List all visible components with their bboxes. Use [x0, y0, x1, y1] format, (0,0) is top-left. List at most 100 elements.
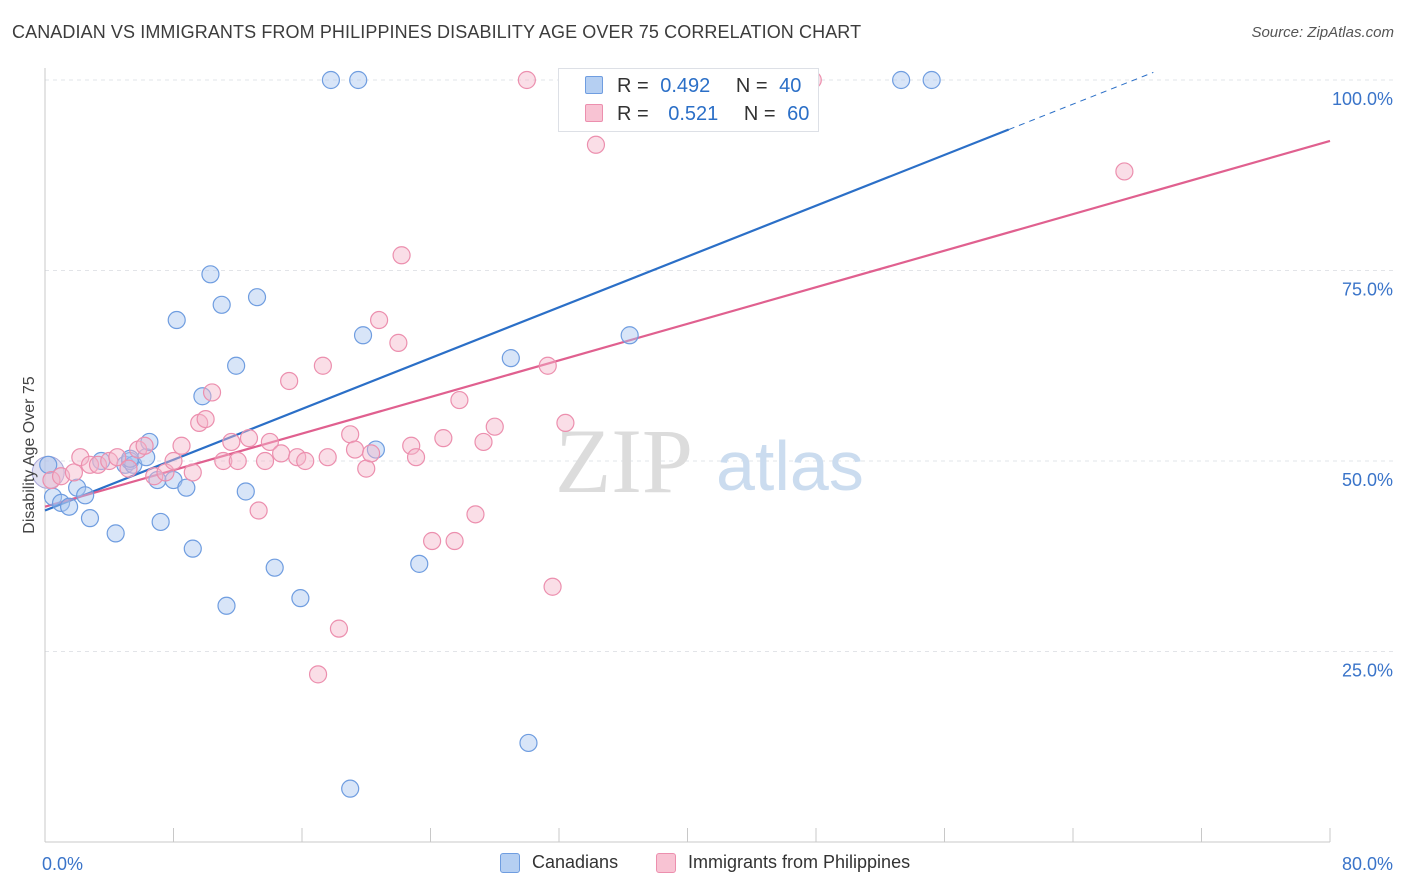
legend-n-label: N = [735, 74, 768, 97]
point-philippines [543, 577, 562, 596]
point-canadians [501, 349, 520, 368]
point-philippines [538, 356, 557, 375]
point-philippines [249, 501, 268, 520]
bottom-legend-label-philippines: Immigrants from Philippines [688, 852, 911, 872]
x-tick-label: 0.0% [42, 854, 83, 874]
point-philippines [466, 505, 485, 524]
point-canadians [59, 497, 79, 516]
point-philippines [423, 531, 442, 551]
point-philippines [556, 413, 575, 432]
point-canadians [193, 387, 212, 406]
point-canadians [291, 589, 310, 608]
trend-lines [44, 71, 1331, 512]
point-philippines [406, 448, 426, 467]
point-philippines [183, 463, 202, 482]
point-canadians [80, 509, 100, 528]
point-philippines [228, 451, 247, 471]
point-philippines [389, 333, 408, 352]
point-philippines [370, 310, 389, 330]
point-philippines [313, 356, 332, 375]
point-philippines [402, 436, 421, 455]
chart-source: Source: ZipAtlas.com [1251, 24, 1394, 41]
point-philippines [280, 371, 299, 391]
trend-line-philippines [44, 139, 1331, 508]
watermark-zip: ZIP [555, 410, 693, 512]
point-philippines [64, 463, 84, 482]
bottom-legend-label-canadians: Canadians [532, 852, 619, 872]
chart-title: CANADIAN VS IMMIGRANTS FROM PHILIPPINES … [12, 22, 862, 42]
point-philippines [450, 390, 469, 410]
point-philippines [71, 448, 90, 467]
point-philippines [255, 451, 275, 471]
point-canadians [519, 733, 538, 753]
point-philippines [119, 459, 138, 478]
y-tick-label: 25.0% [1342, 661, 1393, 681]
point-canadians [410, 554, 429, 573]
point-philippines [329, 619, 349, 638]
point-philippines [345, 440, 365, 459]
point-canadians [183, 539, 202, 558]
point-philippines [172, 436, 191, 455]
point-canadians [106, 524, 125, 543]
point-philippines [392, 246, 411, 265]
point-canadians [217, 596, 236, 615]
point-philippines [260, 432, 279, 452]
point-canadians [76, 486, 95, 505]
y-tick-label: 75.0% [1342, 280, 1393, 300]
point-philippines [445, 531, 464, 551]
point-philippines [1115, 162, 1134, 181]
point-philippines [318, 448, 337, 467]
legend-label-canadians: R = 0.492 N = 40 [617, 75, 801, 98]
x-tick-label: 80.0% [1342, 854, 1393, 874]
point-philippines [214, 451, 233, 471]
point-philippines [485, 417, 504, 436]
bottom-legend-canadians[interactable]: Canadians [500, 852, 618, 873]
point-canadians [227, 356, 246, 375]
point-canadians [892, 70, 911, 90]
point-philippines [88, 455, 108, 474]
bottom-legend-swatch-philippines [656, 852, 676, 873]
point-canadians [39, 455, 58, 474]
legend-n-value-philippines: 60 [787, 102, 810, 125]
point-canadians [212, 295, 231, 314]
point-canadians [177, 478, 196, 497]
point-philippines [202, 383, 222, 402]
point-philippines [222, 432, 241, 452]
stats-legend: R = 0.492 N = 40 R = 0.521 N = 60 [558, 68, 819, 132]
legend-r-value-canadians: 0.492 [660, 74, 711, 97]
trend-line-canadians [44, 128, 1010, 512]
point-philippines [361, 444, 381, 463]
point-canadians [236, 482, 255, 501]
point-philippines [196, 409, 215, 429]
legend-r-value-philippines: 0.521 [668, 102, 719, 125]
point-philippines [586, 135, 606, 154]
point-canadians [353, 326, 373, 345]
legend-n-value-canadians: 40 [779, 74, 802, 97]
legend-n-label: N = [743, 102, 776, 125]
point-philippines [145, 467, 164, 486]
legend-label-philippines: R = 0.521 N = 60 [617, 103, 809, 126]
bottom-legend-swatch-canadians [500, 852, 520, 873]
point-canadians [922, 70, 941, 90]
axes [44, 68, 1331, 843]
point-philippines [272, 444, 291, 463]
y-axis-label: Disability Age Over 75 [21, 376, 38, 534]
point-philippines [108, 448, 127, 467]
legend-r-label: R = [617, 102, 649, 125]
trend-extension-canadians [1008, 71, 1154, 130]
point-canadians [265, 558, 284, 577]
point-canadians [201, 265, 220, 284]
y-tick-label: 50.0% [1342, 470, 1393, 490]
grid-lines [45, 79, 1395, 652]
point-philippines [296, 451, 315, 471]
point-philippines [357, 459, 376, 478]
bottom-legend-philippines[interactable]: Immigrants from Philippines [656, 852, 910, 873]
point-philippines [517, 70, 536, 90]
point-philippines [42, 470, 61, 490]
point-philippines [308, 665, 328, 684]
point-philippines [434, 429, 453, 448]
point-canadians [151, 512, 170, 532]
point-canadians [167, 310, 186, 330]
point-canadians [321, 70, 341, 90]
